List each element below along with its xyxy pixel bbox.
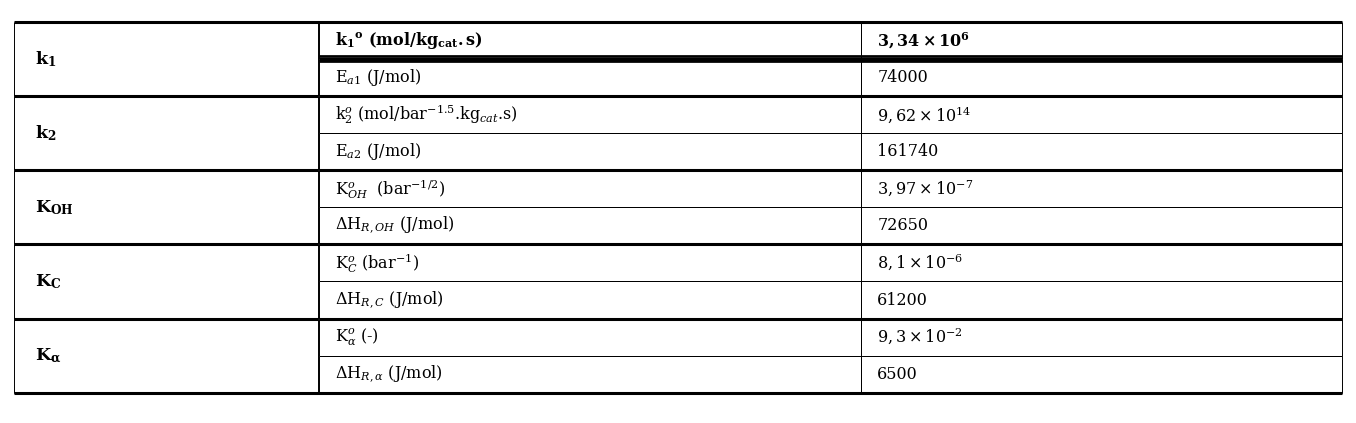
Text: E$_{a1}$ (J/mol): E$_{a1}$ (J/mol) (335, 67, 422, 88)
Text: K$_C^o$ (bar$^{-1}$): K$_C^o$ (bar$^{-1}$) (335, 251, 419, 275)
Text: 6500: 6500 (877, 366, 918, 383)
Text: K$_{\alpha}^o$ (-): K$_{\alpha}^o$ (-) (335, 327, 380, 348)
Text: $\mathbf{3,34 \times 10^6}$: $\mathbf{3,34 \times 10^6}$ (877, 30, 970, 51)
Text: K$_\mathbf{\alpha}$: K$_\mathbf{\alpha}$ (34, 346, 61, 365)
Text: k$_\mathbf{1}$: k$_\mathbf{1}$ (34, 49, 56, 69)
Text: k$_\mathbf{1}$$^\mathbf{o}$ $\mathbf{(mol/kg_{cat}.s)}$: k$_\mathbf{1}$$^\mathbf{o}$ $\mathbf{(mo… (335, 30, 483, 51)
Text: k$_\mathbf{2}$: k$_\mathbf{2}$ (34, 123, 56, 143)
Text: K$_{OH}^o$  (bar$^{-1/2}$): K$_{OH}^o$ (bar$^{-1/2}$) (335, 177, 446, 201)
Text: $\Delta$H$_{R,\alpha}$ (J/mol): $\Delta$H$_{R,\alpha}$ (J/mol) (335, 364, 443, 385)
Text: $\Delta$H$_{R,C}$ (J/mol): $\Delta$H$_{R,C}$ (J/mol) (335, 289, 445, 310)
Text: $9,62 \times 10^{14}$: $9,62 \times 10^{14}$ (877, 104, 971, 125)
Text: 161740: 161740 (877, 143, 938, 160)
Text: $3,97 \times 10^{-7}$: $3,97 \times 10^{-7}$ (877, 179, 974, 199)
Text: E$_{a2}$ (J/mol): E$_{a2}$ (J/mol) (335, 141, 422, 162)
Text: 74000: 74000 (877, 69, 928, 86)
Text: $9,3\times10^{-2}$: $9,3\times10^{-2}$ (877, 327, 963, 347)
Text: $\Delta$H$_{R,OH}$ (J/mol): $\Delta$H$_{R,OH}$ (J/mol) (335, 215, 454, 236)
Text: $8,1 \times 10^{-6}$: $8,1 \times 10^{-6}$ (877, 253, 963, 273)
Text: K$_\mathbf{OH}$: K$_\mathbf{OH}$ (34, 198, 73, 217)
Text: 72650: 72650 (877, 217, 928, 234)
Text: K$_\mathbf{C}$: K$_\mathbf{C}$ (34, 272, 61, 291)
Text: k$_2^o$ (mol/bar$^{-1.5}$.kg$_{cat}$.s): k$_2^o$ (mol/bar$^{-1.5}$.kg$_{cat}$.s) (335, 103, 518, 126)
Text: 61200: 61200 (877, 291, 928, 308)
